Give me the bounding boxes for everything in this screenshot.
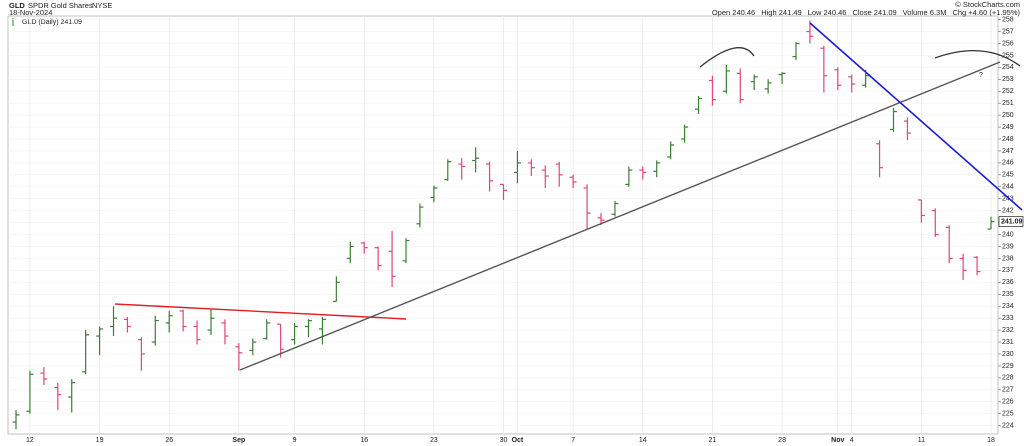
copyright: © StockCharts.com (955, 0, 1020, 9)
y-tick-label: 249 (1002, 124, 1014, 131)
quote: Chg +4.60 (+1.95%) Volume 6.3M Close 241.0… (712, 8, 1021, 17)
x-tick-label: 23 (430, 437, 438, 444)
y-tick-label: 251 (1002, 100, 1014, 107)
arc (934, 49, 1021, 67)
plot-frame (7, 15, 999, 435)
plot: 2242252262272282292302312322332342352362… (8, 16, 1014, 444)
y-tick-label: 227 (1002, 387, 1014, 394)
y-tick-label: 233 (1002, 315, 1014, 322)
quote-item: Chg +4.60 (+1.95%) (952, 8, 1020, 17)
x-tick-label: 11 (918, 437, 925, 444)
x-tick-label: Oct (512, 437, 524, 444)
y-tick-label: 246 (1002, 160, 1014, 167)
y-tick-label: 237 (1002, 267, 1014, 274)
x-tick-label: 19 (96, 437, 104, 444)
x-tick-label: 14 (639, 437, 647, 444)
y-tick-label: 244 (1002, 184, 1014, 191)
y-tick-label: 250 (1002, 112, 1014, 119)
y-tick-label: 245 (1002, 172, 1014, 179)
x-tick-label: 18 (987, 437, 995, 444)
trendline-gray (239, 61, 1001, 371)
x-tick-label: 30 (500, 437, 508, 444)
title: SPDR Gold Shares (28, 1, 93, 10)
x-tick-label: 9 (293, 437, 297, 444)
y-tick-label: 258 (1002, 16, 1014, 23)
y-tick-label: 232 (1002, 327, 1014, 334)
quote-item: High 241.49 (761, 8, 801, 17)
y-tick-label: 240 (1002, 231, 1014, 238)
x-tick-label: 21 (709, 437, 717, 444)
last-price-label: 241.09 (1001, 218, 1023, 225)
x-tick-label: 28 (778, 437, 786, 444)
date: 18-Nov-2024 (9, 8, 52, 17)
y-tick-label: 225 (1002, 411, 1014, 418)
y-tick-label: 230 (1002, 351, 1014, 358)
y-tick-label: 236 (1002, 279, 1014, 286)
y-tick-label: 238 (1002, 255, 1014, 262)
x-tick-label: Sep (232, 437, 245, 444)
trendline-blue (809, 22, 1023, 211)
arc (699, 47, 755, 68)
y-tick-label: 226 (1002, 399, 1014, 406)
x-tick-label: 12 (26, 437, 34, 444)
y-tick-label: 234 (1002, 303, 1014, 310)
x-tick-label: 26 (165, 437, 173, 444)
quote-item: Open 240.46 (712, 8, 755, 17)
y-tick-label: 242 (1002, 208, 1014, 215)
legend: GLD (Daily) 241.09 (22, 19, 82, 26)
trendline-red (114, 303, 407, 320)
quote-item: Close 241.09 (852, 8, 896, 17)
quote-item: Low 240.46 (808, 8, 847, 17)
last-price-box (998, 216, 1024, 227)
y-tick-label: 235 (1002, 291, 1014, 298)
x-tick-label: 4 (850, 437, 854, 444)
y-tick-label: 228 (1002, 375, 1014, 382)
x-tick-label: Nov (831, 437, 844, 444)
y-tick-label: 229 (1002, 363, 1014, 370)
y-tick-label: 247 (1002, 148, 1014, 155)
y-tick-label: 248 (1002, 136, 1014, 143)
y-tick-label: 231 (1002, 339, 1014, 346)
y-tick-label: 256 (1002, 40, 1014, 47)
quote-item: Volume 6.3M (903, 8, 947, 17)
x-tick-label: 7 (571, 437, 575, 444)
y-tick-label: 255 (1002, 52, 1014, 59)
y-tick-label: 257 (1002, 28, 1014, 35)
y-tick-label: 252 (1002, 88, 1014, 95)
y-tick-label: 224 (1002, 422, 1014, 429)
y-tick-label: 253 (1002, 76, 1014, 83)
x-tick-label: 16 (360, 437, 368, 444)
y-tick-label: 254 (1002, 64, 1014, 71)
annotation: ? (979, 72, 983, 79)
symbol: GLD (9, 1, 25, 10)
exchange: NYSE (92, 1, 112, 10)
y-tick-label: 239 (1002, 243, 1014, 250)
y-tick-label: 243 (1002, 196, 1014, 203)
